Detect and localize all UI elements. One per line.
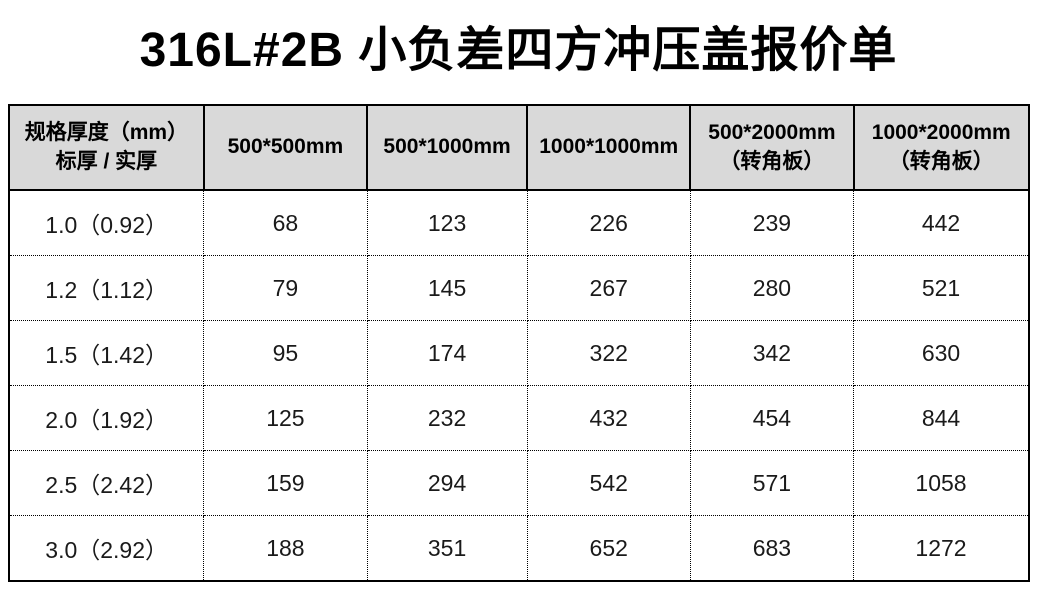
size-column-label: 500*1000mm xyxy=(383,135,511,159)
price-table: 规格厚度（mm） 标厚 / 实厚 500*500mm 500*1000mm 1000… xyxy=(8,104,1030,582)
price-cell: 95 xyxy=(203,320,368,386)
spec-header-line1: 规格厚度（mm） xyxy=(24,121,189,145)
price-cell: 844 xyxy=(853,385,1030,451)
price-cell: 145 xyxy=(366,255,528,321)
page-title: 316L#2B 小负差四方冲压盖报价单 xyxy=(139,24,898,77)
size-column-label: 1000*2000mm xyxy=(871,121,1011,145)
table-row: 1.2（1.12） 79 145 267 280 521 xyxy=(8,255,1030,321)
price-cell: 652 xyxy=(526,515,691,582)
spec-column-header: 规格厚度（mm） 标厚 / 实厚 xyxy=(8,104,205,191)
table-row: 2.5（2.42） 159 294 542 571 1058 xyxy=(8,450,1030,516)
price-cell: 1272 xyxy=(853,515,1030,582)
table-row: 1.5（1.42） 95 174 322 342 630 xyxy=(8,320,1030,386)
table-row: 2.0（1.92） 125 232 432 454 844 xyxy=(8,385,1030,451)
size-column-label: 1000*1000mm xyxy=(539,135,679,159)
price-cell: 442 xyxy=(853,189,1030,256)
price-cell: 125 xyxy=(203,385,368,451)
spec-cell: 1.0（0.92） xyxy=(8,189,205,256)
spec-cell: 1.5（1.42） xyxy=(8,320,205,386)
table-header-row: 规格厚度（mm） 标厚 / 实厚 500*500mm 500*1000mm 1000… xyxy=(8,104,1030,191)
spec-cell: 2.0（1.92） xyxy=(8,385,205,451)
price-cell: 294 xyxy=(366,450,528,516)
price-cell: 521 xyxy=(853,255,1030,321)
spec-cell: 2.5（2.42） xyxy=(8,450,205,516)
size-column-sublabel: （转角板） xyxy=(888,149,994,173)
price-cell: 232 xyxy=(366,385,528,451)
price-cell: 174 xyxy=(366,320,528,386)
spec-header-line2: 标厚 / 实厚 xyxy=(55,149,158,173)
spec-cell: 1.2（1.12） xyxy=(8,255,205,321)
size-column-sublabel: （转角板） xyxy=(719,149,825,173)
price-cell: 351 xyxy=(366,515,528,582)
price-cell: 571 xyxy=(689,450,855,516)
price-cell: 542 xyxy=(526,450,691,516)
size-column-header: 500*1000mm xyxy=(365,104,529,191)
price-cell: 342 xyxy=(689,320,855,386)
size-column-header: 500*2000mm （转角板） xyxy=(689,104,855,191)
size-column-header: 500*500mm xyxy=(202,104,369,191)
price-cell: 322 xyxy=(526,320,691,386)
price-cell: 1058 xyxy=(853,450,1030,516)
price-cell: 68 xyxy=(203,189,368,256)
price-cell: 267 xyxy=(526,255,691,321)
size-column-header: 1000*1000mm xyxy=(526,104,692,191)
price-cell: 79 xyxy=(203,255,368,321)
price-cell: 432 xyxy=(526,385,691,451)
price-cell: 280 xyxy=(689,255,855,321)
size-column-header: 1000*2000mm （转角板） xyxy=(852,104,1030,191)
price-cell: 683 xyxy=(689,515,855,582)
price-table-body: 1.0（0.92） 68 123 226 239 442 1.2（1.12） 79 145 267… xyxy=(8,189,1030,582)
price-cell: 454 xyxy=(689,385,855,451)
size-column-label: 500*500mm xyxy=(227,135,344,159)
price-cell: 188 xyxy=(203,515,368,582)
table-row: 1.0（0.92） 68 123 226 239 442 xyxy=(8,189,1030,256)
price-cell: 159 xyxy=(203,450,368,516)
size-column-label: 500*2000mm xyxy=(708,121,836,145)
table-row: 3.0（2.92） 188 351 652 683 1272 xyxy=(8,515,1030,582)
price-cell: 239 xyxy=(689,189,855,256)
price-cell: 226 xyxy=(526,189,691,256)
spec-cell: 3.0（2.92） xyxy=(8,515,205,582)
price-cell: 123 xyxy=(366,189,528,256)
price-cell: 630 xyxy=(853,320,1030,386)
